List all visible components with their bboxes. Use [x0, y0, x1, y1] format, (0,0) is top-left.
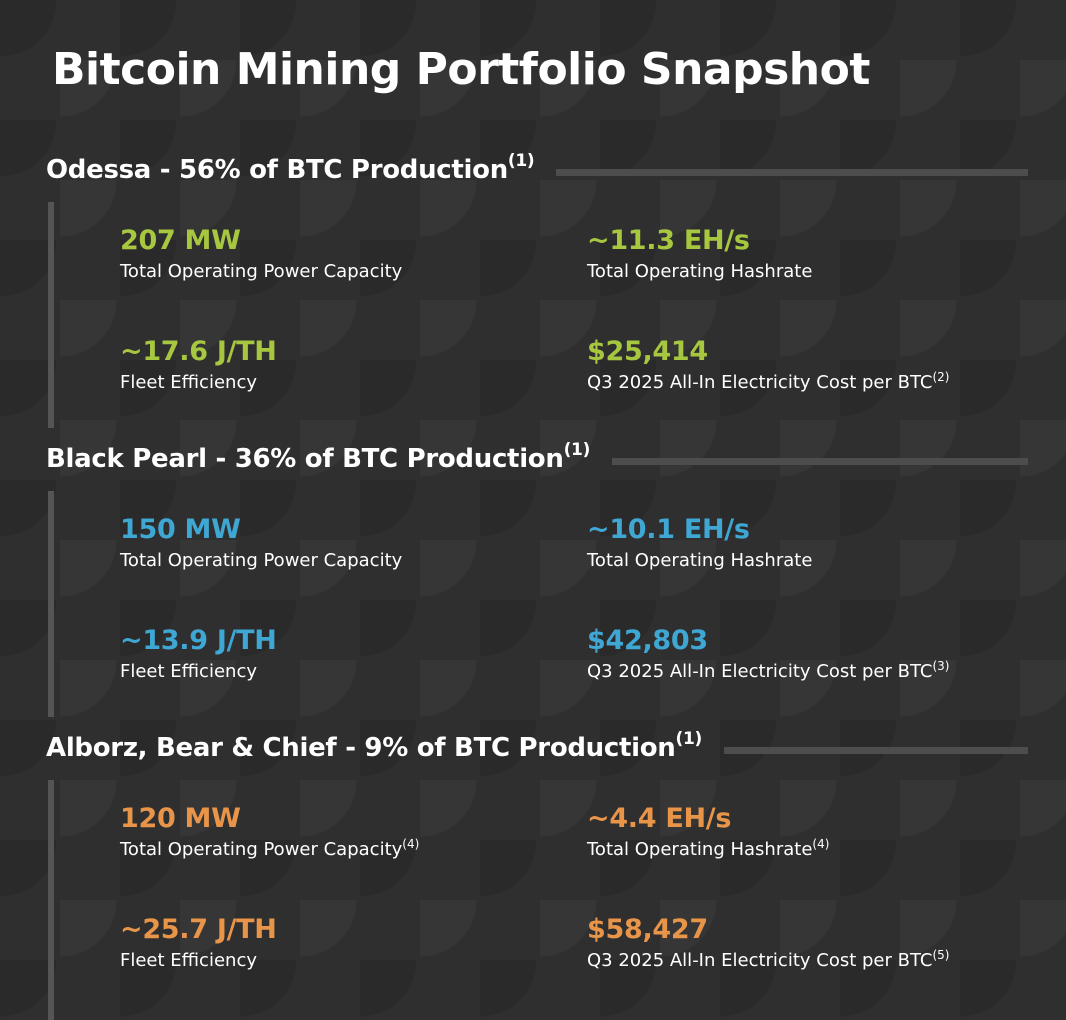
section-title-text: Odessa - 56% of BTC Production	[46, 155, 508, 185]
metric-label-text: Total Operating Hashrate	[587, 839, 813, 860]
page-title: Bitcoin Mining Portfolio Snapshot	[52, 44, 870, 95]
metric-label: Fleet Efficiency	[120, 949, 277, 973]
footnote-marker: (5)	[932, 948, 950, 962]
section-title-text: Black Pearl - 36% of BTC Production	[46, 444, 564, 474]
section-divider	[724, 746, 1028, 754]
metric-hashrate: ~11.3 EH/s Total Operating Hashrate	[587, 224, 812, 284]
section-black-pearl: Black Pearl - 36% of BTC Production(1) 1…	[0, 435, 1066, 724]
metric-label: Total Operating Hashrate(4)	[587, 838, 829, 862]
metric-label-text: Fleet Efficiency	[120, 661, 257, 682]
metric-label: Q3 2025 All-In Electricity Cost per BTC(…	[587, 371, 949, 395]
metric-value: 120 MW	[120, 803, 241, 834]
metric-label: Total Operating Power Capacity(4)	[120, 838, 419, 862]
metric-label: Fleet Efficiency	[120, 660, 277, 684]
metric-value: ~10.1 EH/s	[587, 514, 750, 545]
metric-value: ~13.9 J/TH	[120, 625, 277, 656]
metric-label-text: Total Operating Power Capacity	[120, 839, 403, 860]
metric-electricity-cost: $25,414 Q3 2025 All-In Electricity Cost …	[587, 335, 949, 395]
metric-value: ~17.6 J/TH	[120, 336, 277, 367]
metric-fleet-efficiency: ~25.7 J/TH Fleet Efficiency	[120, 913, 277, 973]
section-title-text: Alborz, Bear & Chief - 9% of BTC Product…	[46, 733, 676, 763]
section-header: Odessa - 56% of BTC Production(1)	[46, 146, 1028, 194]
section-divider	[556, 168, 1028, 176]
metric-power-capacity: 150 MW Total Operating Power Capacity	[120, 513, 402, 573]
section-alborz-bear-chief: Alborz, Bear & Chief - 9% of BTC Product…	[0, 724, 1066, 1020]
metric-value: $42,803	[587, 625, 708, 656]
section-header: Black Pearl - 36% of BTC Production(1)	[46, 435, 1028, 483]
section-odessa: Odessa - 56% of BTC Production(1) 207 MW…	[0, 146, 1066, 435]
section-accent-bar	[48, 202, 54, 428]
section-accent-bar	[48, 780, 54, 1020]
metric-hashrate: ~4.4 EH/s Total Operating Hashrate(4)	[587, 802, 829, 862]
section-title: Odessa - 56% of BTC Production(1)	[46, 153, 535, 186]
metric-value: $58,427	[587, 914, 708, 945]
footnote-marker: (4)	[402, 837, 420, 851]
footnote-marker: (2)	[932, 370, 950, 384]
metric-hashrate: ~10.1 EH/s Total Operating Hashrate	[587, 513, 812, 573]
metric-power-capacity: 120 MW Total Operating Power Capacity(4)	[120, 802, 419, 862]
section-title: Black Pearl - 36% of BTC Production(1)	[46, 442, 590, 475]
section-accent-bar	[48, 491, 54, 717]
metric-label-text: Fleet Efficiency	[120, 950, 257, 971]
metric-electricity-cost: $42,803 Q3 2025 All-In Electricity Cost …	[587, 624, 949, 684]
metric-label-text: Total Operating Hashrate	[587, 550, 813, 571]
metric-label: Q3 2025 All-In Electricity Cost per BTC(…	[587, 660, 949, 684]
metric-label: Total Operating Power Capacity	[120, 260, 402, 284]
metric-label: Total Operating Power Capacity	[120, 549, 402, 573]
metric-label-text: Q3 2025 All-In Electricity Cost per BTC	[587, 372, 933, 393]
section-header: Alborz, Bear & Chief - 9% of BTC Product…	[46, 724, 1028, 772]
footnote-marker: (1)	[563, 440, 591, 460]
metric-value: $25,414	[587, 336, 708, 367]
metric-label: Total Operating Hashrate	[587, 549, 812, 573]
metric-label: Fleet Efficiency	[120, 371, 277, 395]
section-divider	[612, 457, 1028, 465]
metric-label-text: Total Operating Power Capacity	[120, 261, 403, 282]
metric-label: Q3 2025 All-In Electricity Cost per BTC(…	[587, 949, 949, 973]
metric-value: ~25.7 J/TH	[120, 914, 277, 945]
metric-electricity-cost: $58,427 Q3 2025 All-In Electricity Cost …	[587, 913, 949, 973]
metric-fleet-efficiency: ~13.9 J/TH Fleet Efficiency	[120, 624, 277, 684]
section-title: Alborz, Bear & Chief - 9% of BTC Product…	[46, 731, 702, 764]
footnote-marker: (1)	[675, 729, 703, 749]
footnote-marker: (1)	[507, 151, 535, 171]
metric-value: ~4.4 EH/s	[587, 803, 732, 834]
footnote-marker: (4)	[812, 837, 830, 851]
metric-label-text: Fleet Efficiency	[120, 372, 257, 393]
metric-value: 207 MW	[120, 225, 241, 256]
metric-label-text: Total Operating Power Capacity	[120, 550, 403, 571]
metric-label-text: Total Operating Hashrate	[587, 261, 813, 282]
metric-label: Total Operating Hashrate	[587, 260, 812, 284]
metric-label-text: Q3 2025 All-In Electricity Cost per BTC	[587, 661, 933, 682]
metric-label-text: Q3 2025 All-In Electricity Cost per BTC	[587, 950, 933, 971]
metric-value: ~11.3 EH/s	[587, 225, 750, 256]
footnote-marker: (3)	[932, 659, 950, 673]
metric-value: 150 MW	[120, 514, 241, 545]
metric-fleet-efficiency: ~17.6 J/TH Fleet Efficiency	[120, 335, 277, 395]
metric-power-capacity: 207 MW Total Operating Power Capacity	[120, 224, 402, 284]
